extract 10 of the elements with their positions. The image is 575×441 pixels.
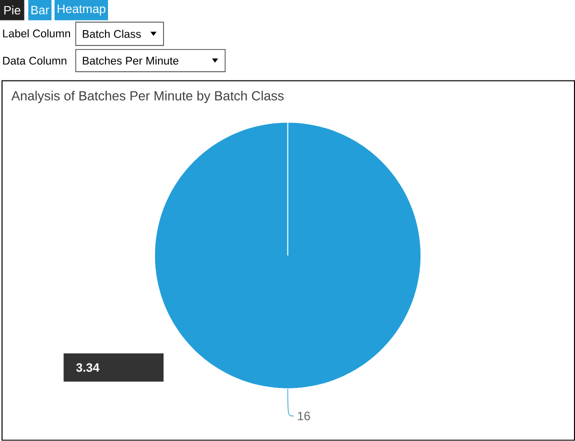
- text: Batches Per Minute: [82, 56, 178, 65]
- text: Heatmap: [58, 4, 106, 16]
- text: Pie: [4, 6, 20, 15]
- text: Data Column: [3, 56, 66, 65]
- data-label: 3.34: [76, 363, 100, 372]
- chart-title: Analysis of Batches Per Minute by Batch Class: [11, 90, 284, 104]
- slice-label: 16: [298, 412, 310, 420]
- text: Bar: [31, 6, 50, 14]
- text: Label Column: [3, 29, 70, 38]
- text: Batch Class: [82, 30, 141, 38]
